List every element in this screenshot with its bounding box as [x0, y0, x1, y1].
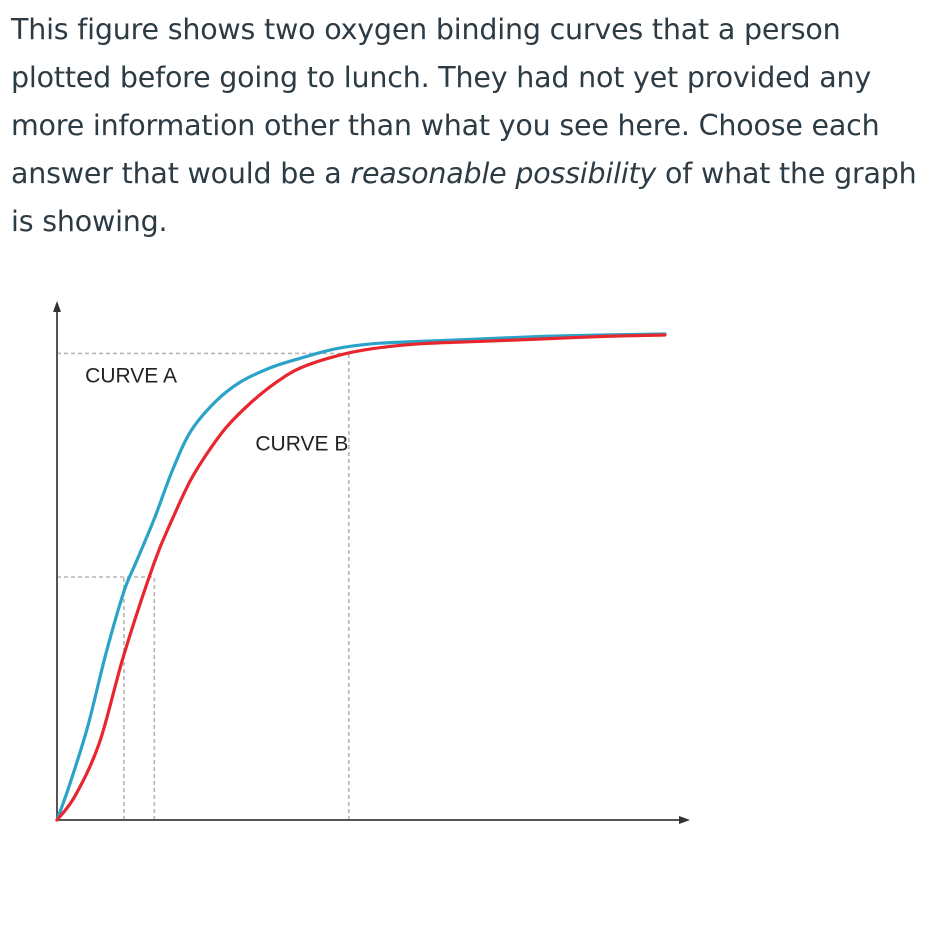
question-text-start: This figure shows two oxygen binding cur…	[11, 13, 880, 190]
question-text-end: of what the graph is showing.	[11, 157, 917, 238]
series-line-curve-b	[55, 333, 667, 822]
y-axis-arrow	[53, 301, 61, 312]
x-axis-arrow	[679, 816, 690, 824]
annotation-curve-a: CURVE A	[85, 365, 177, 388]
question-emphasis: reasonable possibility	[350, 157, 657, 190]
question-text: This figure shows two oxygen binding cur…	[11, 6, 941, 246]
series-lines	[55, 332, 667, 822]
series-line-curve-a	[55, 332, 667, 822]
reference-lines	[57, 352, 350, 820]
annotation-curve-b: CURVE B	[255, 433, 348, 456]
annotations: CURVE A CURVE B	[85, 365, 348, 456]
axes	[53, 301, 690, 824]
